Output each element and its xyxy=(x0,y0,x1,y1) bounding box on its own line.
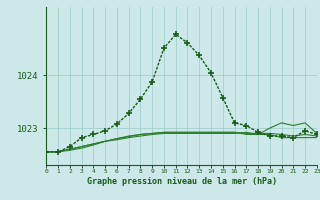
X-axis label: Graphe pression niveau de la mer (hPa): Graphe pression niveau de la mer (hPa) xyxy=(87,177,276,186)
